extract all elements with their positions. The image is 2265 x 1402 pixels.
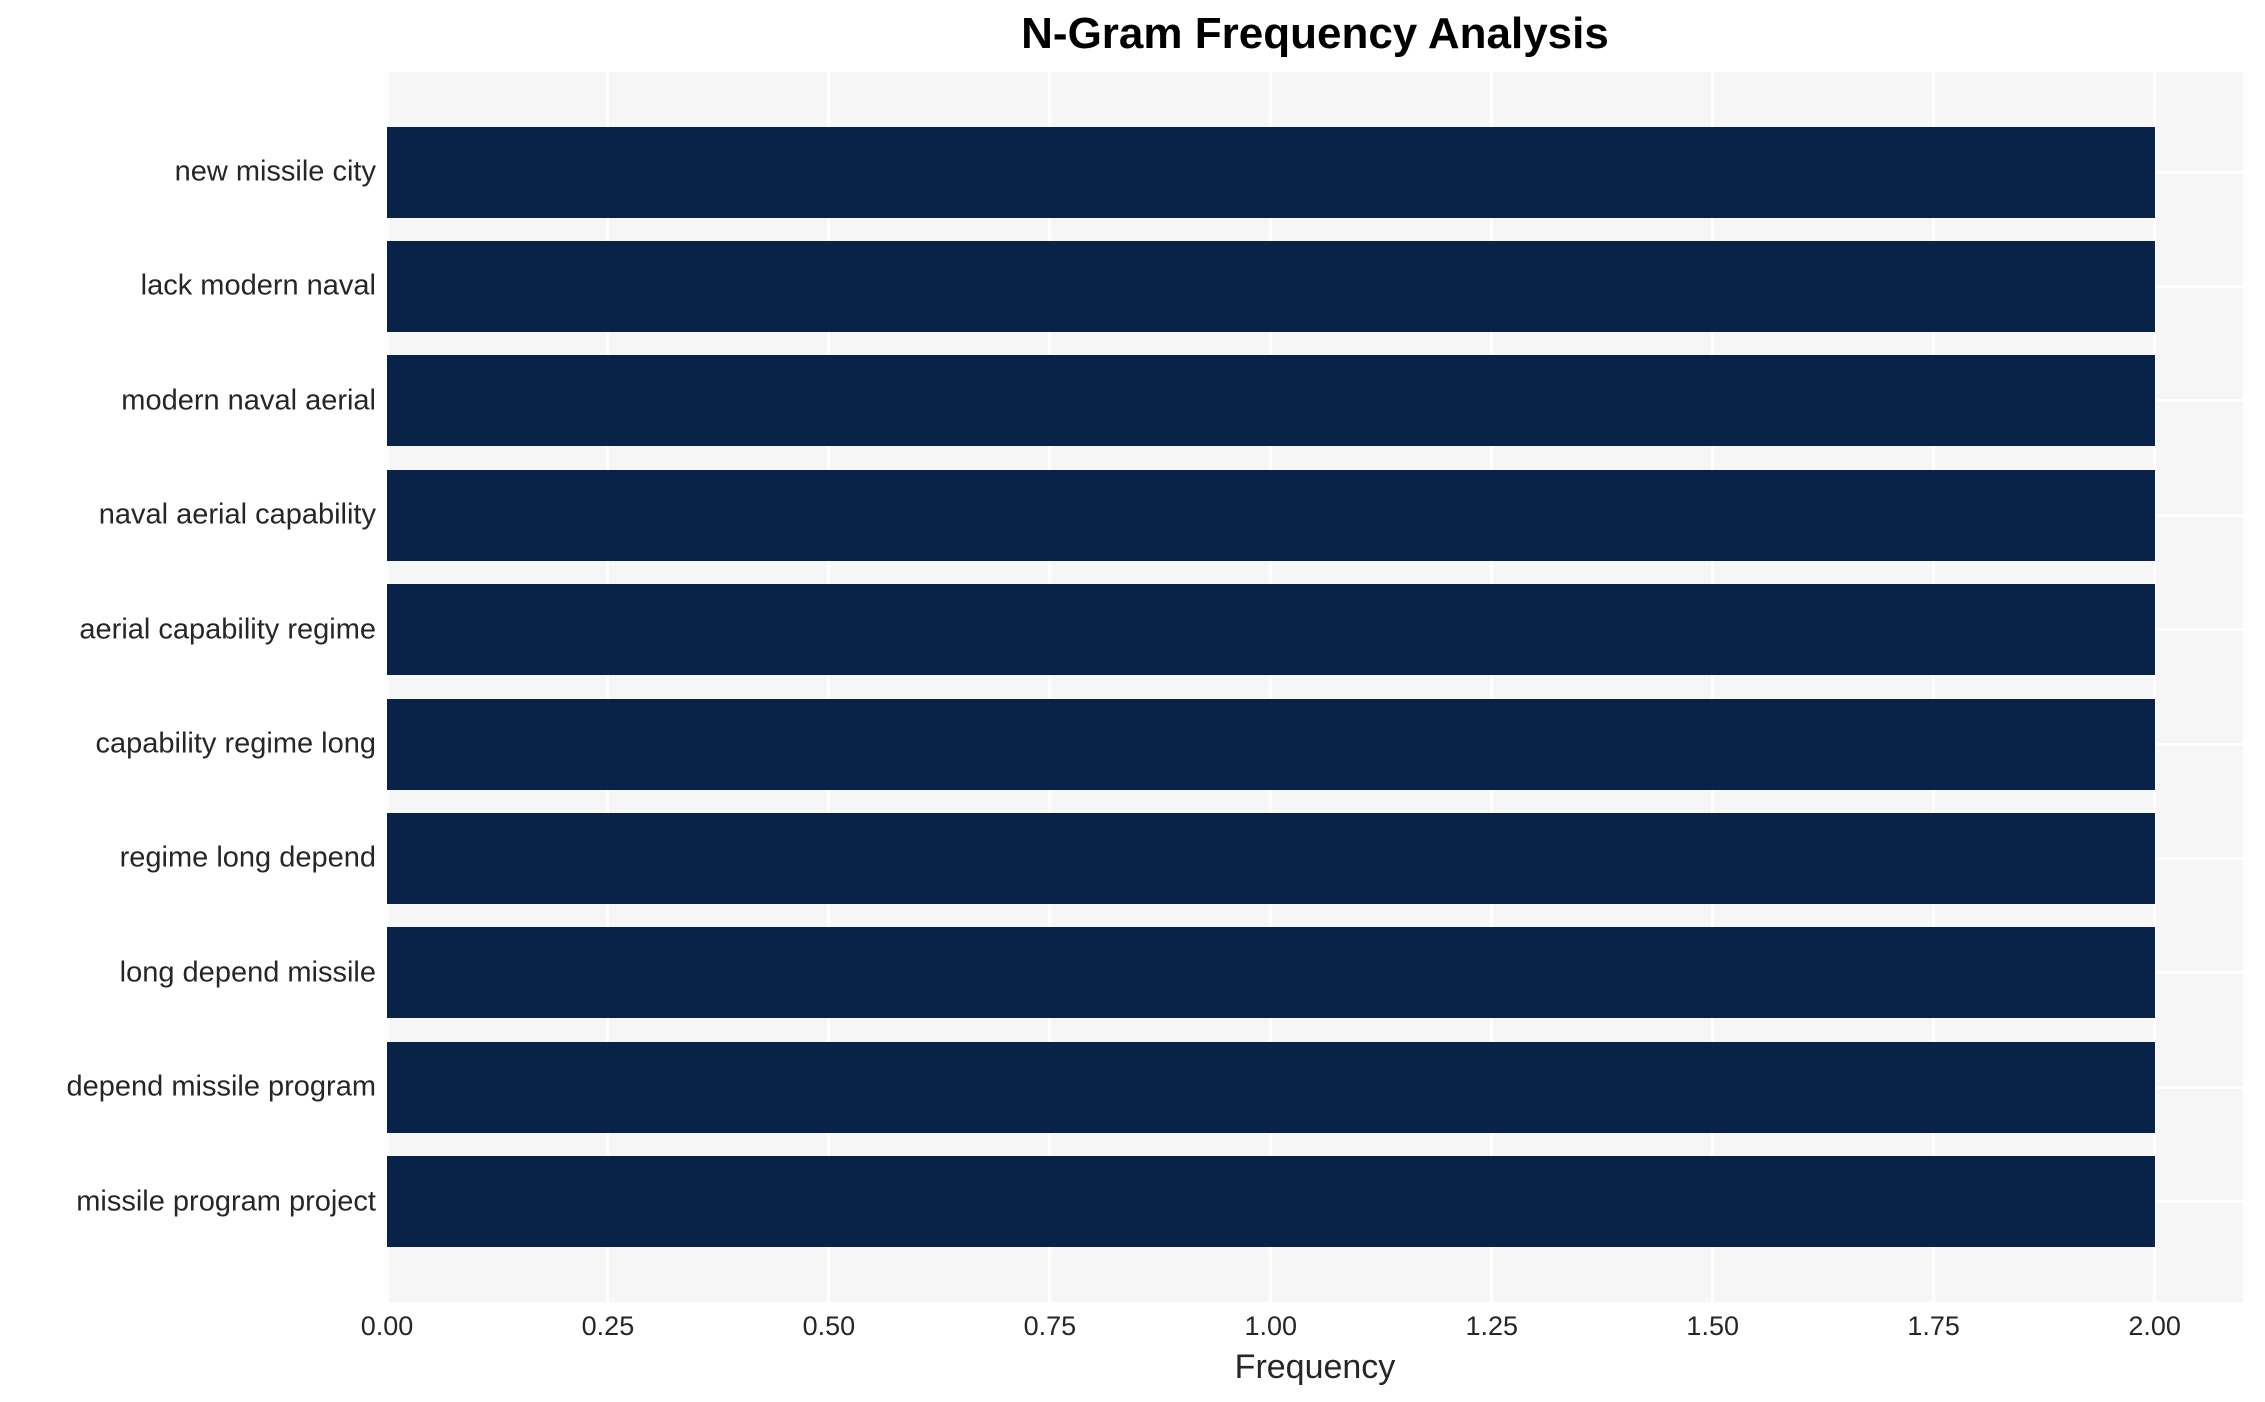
y-tick-label: depend missile program bbox=[66, 1070, 376, 1103]
y-tick-label: aerial capability regime bbox=[79, 613, 376, 646]
x-tick-label: 1.75 bbox=[1907, 1311, 1960, 1341]
vertical-gridline bbox=[827, 72, 831, 1302]
vertical-gridline bbox=[606, 72, 610, 1302]
vertical-gridline bbox=[1490, 72, 1494, 1302]
vertical-gridline bbox=[1932, 72, 1936, 1302]
bar bbox=[387, 1041, 2155, 1133]
vertical-gridline bbox=[385, 72, 389, 1302]
y-tick-label: capability regime long bbox=[95, 727, 376, 760]
bar bbox=[387, 1156, 2155, 1248]
x-tick-label: 2.00 bbox=[2128, 1311, 2181, 1341]
vertical-gridline bbox=[2153, 72, 2157, 1302]
chart-title: N-Gram Frequency Analysis bbox=[1021, 9, 1609, 58]
y-tick-label: long depend missile bbox=[119, 956, 376, 989]
vertical-gridline bbox=[1269, 72, 1273, 1302]
plot-area bbox=[385, 72, 2243, 1302]
y-tick-label: regime long depend bbox=[119, 841, 376, 874]
bar bbox=[387, 355, 2155, 447]
x-tick-label: 1.50 bbox=[1686, 1311, 1739, 1341]
vertical-gridline bbox=[1711, 72, 1715, 1302]
y-tick-label: missile program project bbox=[76, 1185, 376, 1218]
y-tick-label: naval aerial capability bbox=[98, 498, 376, 531]
bar bbox=[387, 698, 2155, 790]
x-tick-label: 0.25 bbox=[581, 1311, 635, 1341]
x-tick-label: 0.75 bbox=[1023, 1311, 1077, 1341]
x-tick-label: 0.50 bbox=[802, 1311, 856, 1341]
bar bbox=[387, 240, 2155, 332]
bar bbox=[387, 126, 2155, 218]
x-tick-label: 1.00 bbox=[1244, 1311, 1298, 1341]
vertical-gridline bbox=[1048, 72, 1052, 1302]
y-tick-label: lack modern naval bbox=[140, 269, 376, 302]
bar bbox=[387, 469, 2155, 561]
y-tick-label: new missile city bbox=[174, 155, 376, 188]
bar bbox=[387, 584, 2155, 676]
x-tick-label: 1.25 bbox=[1465, 1311, 1519, 1341]
x-tick-label: 0.00 bbox=[360, 1311, 414, 1341]
bar bbox=[387, 927, 2155, 1019]
bar bbox=[387, 812, 2155, 904]
x-axis-label: Frequency bbox=[1234, 1348, 1396, 1386]
y-tick-label: modern naval aerial bbox=[121, 384, 376, 417]
